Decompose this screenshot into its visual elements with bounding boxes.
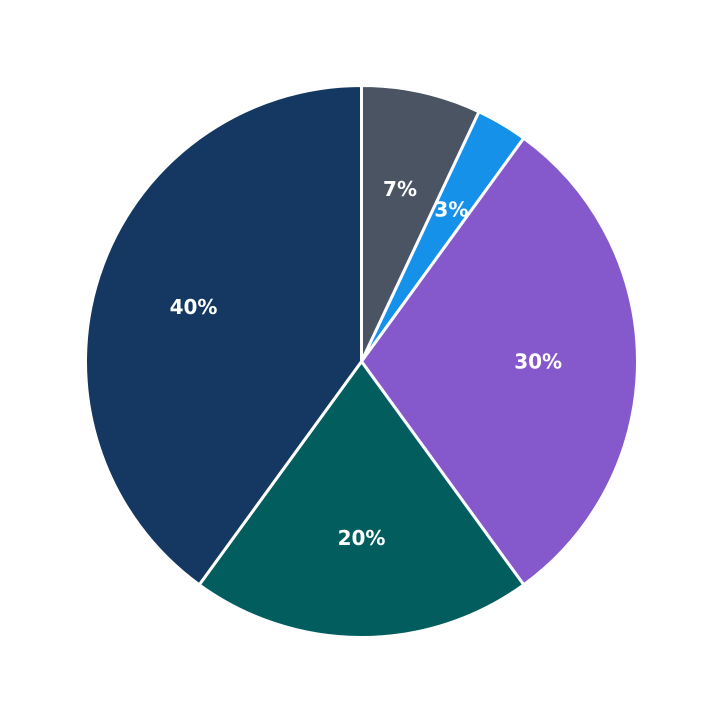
pie-slice-label-2: 30% — [514, 350, 562, 374]
pie-slice-3 — [197, 360, 526, 640]
pie-slice-label-4: 40% — [170, 295, 218, 319]
pie-slice-label-1: 3% — [434, 197, 468, 221]
pie-labels: 7% 3% 30% 20% 40% — [170, 177, 563, 550]
pie-slice-4 — [84, 84, 363, 587]
pie-slice-0 — [360, 84, 481, 363]
pie-slices — [84, 84, 640, 640]
pie-slice-label-3: 20% — [338, 526, 386, 550]
pie-slice-2 — [360, 136, 640, 587]
pie-slice-label-0: 7% — [383, 177, 417, 201]
